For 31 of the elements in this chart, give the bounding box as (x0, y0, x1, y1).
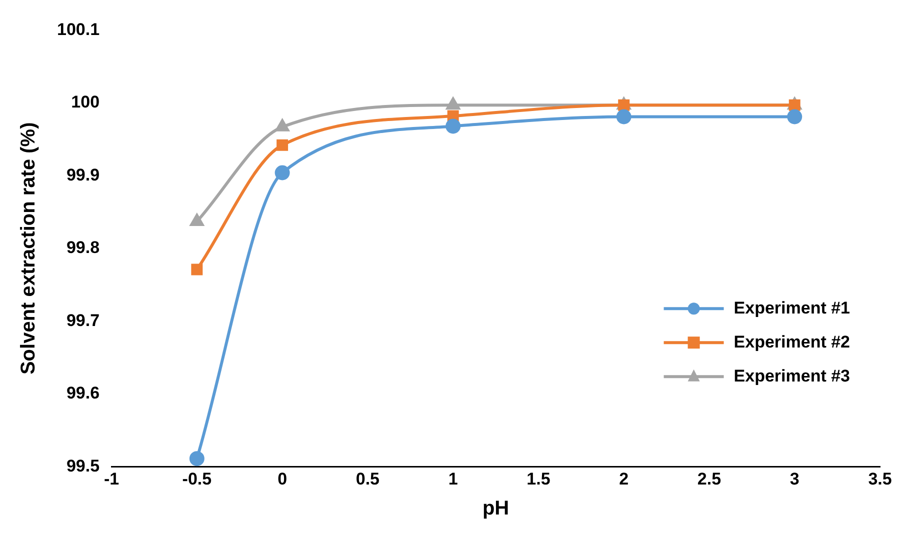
point (446, 98, 460, 110)
x-tick-label: 2.5 (697, 469, 722, 488)
point (276, 119, 290, 132)
point (446, 118, 461, 134)
y-tick-label: 99.7 (66, 310, 100, 330)
legend-label: Experiment #3 (734, 366, 850, 386)
point (616, 109, 632, 124)
point (274, 165, 290, 180)
point (189, 451, 204, 466)
y-tick-label: 99.6 (66, 384, 100, 403)
x-axis-title: pH (482, 498, 510, 520)
point (191, 264, 203, 276)
y-tick-label: 99.9 (66, 165, 100, 184)
x-tick-label: 1.5 (526, 469, 550, 488)
x-tick-label: 0 (278, 469, 288, 488)
x-tick-label: -0.5 (182, 469, 212, 488)
x-tick-label: -1 (104, 469, 120, 488)
y-tick-label: 100 (71, 92, 100, 112)
x-tick-label: 2 (619, 469, 629, 488)
y-axis-title: Solvent extraction rate (%) (18, 122, 40, 375)
legend-label: Experiment #1 (734, 298, 850, 318)
y-tick-label: 100.1 (56, 20, 100, 39)
x-tick-label: 3 (790, 469, 800, 488)
point (787, 109, 802, 124)
legend-label: Experiment #2 (734, 332, 850, 352)
point (276, 139, 288, 151)
y-tick-label: 99.5 (66, 456, 100, 476)
x-tick-label: 0.5 (356, 469, 380, 488)
x-tick-label: 1 (448, 469, 458, 488)
x-tick-label: 3.5 (868, 469, 892, 488)
y-tick-label: 99.8 (66, 238, 100, 258)
